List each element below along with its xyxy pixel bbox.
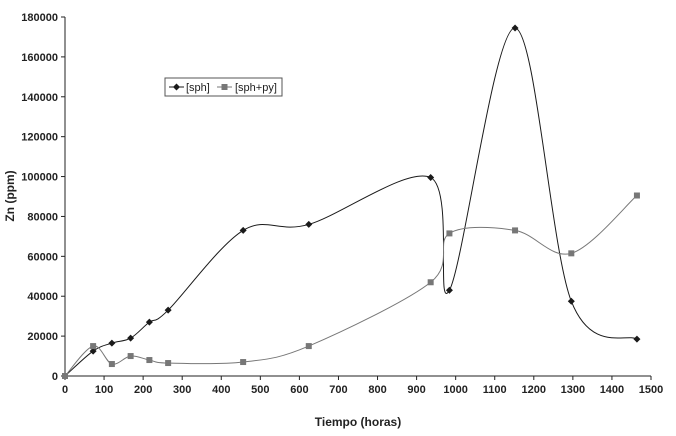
x-tick-label: 1000	[443, 384, 467, 396]
legend-marker-sph	[173, 83, 180, 91]
data-point-sph	[445, 286, 453, 294]
series-line-sph-py	[64, 195, 638, 377]
legend-label-sph-py: [sph+py]	[235, 82, 277, 94]
x-tick-label: 600	[290, 384, 308, 396]
data-point-sph	[633, 335, 641, 343]
y-tick-label: 160000	[21, 52, 58, 64]
data-point-sph	[427, 174, 435, 182]
x-tick-label: 500	[251, 384, 269, 396]
legend-marker-sph-py	[221, 84, 228, 90]
legend: [sph] [sph+py]	[164, 77, 283, 97]
data-point-sph	[511, 24, 519, 32]
data-point-sph-py	[512, 227, 519, 234]
data-point-sph-py	[108, 361, 115, 368]
data-point-sph-py	[427, 279, 434, 286]
data-point-sph-py	[165, 360, 172, 367]
x-tick-label: 400	[212, 384, 230, 396]
y-tick-label: 140000	[21, 92, 58, 104]
y-axis-title: Zn (ppm)	[3, 170, 17, 221]
data-point-sph-py	[568, 250, 575, 257]
y-tick-label: 100000	[21, 172, 58, 184]
data-point-sph-py	[240, 359, 247, 366]
axes: 0 20000 40000 60000 80000 100000 120000 140000 1…	[21, 12, 663, 396]
data-point-sph	[89, 347, 97, 355]
y-tick-label: 0	[52, 371, 58, 383]
y-tick-label: 80000	[27, 211, 58, 223]
y-tick-label: 120000	[21, 132, 58, 144]
data-point-sph-py	[62, 373, 68, 379]
data-point-sph	[164, 306, 172, 314]
x-tick-label: 0	[62, 384, 68, 396]
x-tick-label: 100	[95, 384, 113, 396]
x-axis-title: Tiempo (horas)	[315, 415, 401, 429]
x-tick-label: 1300	[561, 384, 585, 396]
x-tick-label: 1500	[639, 384, 663, 396]
data-point-sph-py	[127, 353, 134, 360]
y-tick-label: 20000	[27, 331, 58, 343]
data-point-sph	[567, 297, 575, 305]
y-tick-label: 180000	[21, 12, 58, 24]
x-tick-label: 1200	[522, 384, 546, 396]
x-tick-label: 900	[407, 384, 425, 396]
data-point-sph-py	[90, 343, 97, 350]
x-tick-label: 200	[134, 384, 152, 396]
legend-label-sph: [sph]	[186, 82, 210, 94]
x-tick-label: 1400	[600, 384, 624, 396]
data-point-sph	[127, 334, 135, 342]
x-tick-label: 300	[173, 384, 191, 396]
x-tick-label: 800	[368, 384, 386, 396]
y-tick-label: 40000	[27, 291, 58, 303]
x-tick-label: 700	[329, 384, 347, 396]
data-point-sph-py	[633, 192, 640, 199]
series-layer	[61, 24, 641, 380]
y-tick-label: 60000	[27, 251, 58, 263]
data-point-sph-py	[146, 357, 153, 364]
data-point-sph	[108, 339, 116, 347]
data-point-sph	[145, 318, 153, 326]
x-tick-label: 1100	[483, 384, 507, 396]
data-point-sph-py	[446, 230, 453, 237]
series-line-sph	[64, 27, 638, 377]
data-point-sph	[305, 220, 313, 228]
data-point-sph	[239, 226, 247, 234]
data-point-sph-py	[305, 343, 312, 350]
